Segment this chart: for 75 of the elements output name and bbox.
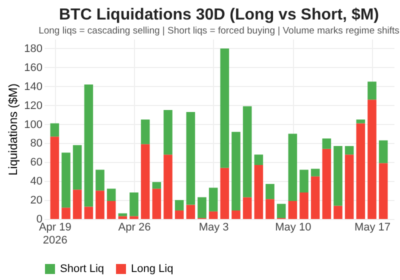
x-tick-label: May 17: [354, 222, 391, 234]
bar: [164, 110, 172, 155]
bar: [356, 120, 366, 124]
bar: [164, 154, 172, 219]
bar: [96, 190, 104, 219]
x-tick-label: May 3: [198, 222, 229, 234]
bar: [174, 200, 184, 210]
bar: [152, 188, 162, 219]
x-tick-label: Apr 26: [118, 222, 151, 234]
bar: [322, 138, 332, 149]
legend-label: Short Liq: [60, 263, 104, 275]
y-axis-title: Liquidations ($M): [6, 83, 20, 176]
bar: [106, 188, 116, 201]
bar: [140, 144, 150, 219]
bar: [96, 170, 104, 191]
y-tick-label: 20: [30, 194, 42, 207]
bar: [232, 210, 240, 219]
y-tick-label: 120: [24, 100, 42, 112]
bar: [72, 145, 82, 190]
bar: [140, 120, 150, 144]
bar: [300, 192, 308, 219]
bar: [254, 154, 264, 165]
bar: [378, 163, 388, 219]
y-tick-label: 40: [30, 176, 42, 188]
bar: [368, 100, 376, 219]
y-tick-label: 80: [30, 138, 42, 150]
bar: [220, 168, 230, 219]
bar: [300, 170, 308, 192]
bar: [208, 211, 218, 219]
x-tick-label: May 10: [275, 222, 312, 234]
bar: [84, 84, 94, 207]
bar: [62, 208, 70, 219]
bar: [198, 197, 206, 218]
bar: [310, 176, 320, 219]
bar: [344, 154, 354, 219]
bar: [174, 210, 184, 219]
y-tick-label: 60: [30, 156, 42, 169]
bar: [242, 106, 252, 198]
y-tick-label: 140: [24, 80, 42, 93]
bar: [50, 136, 60, 219]
bar: [72, 190, 82, 219]
bar: [242, 197, 252, 219]
y-tick-label: 100: [24, 118, 42, 131]
bar: [186, 204, 196, 219]
bar: [152, 182, 162, 189]
bar: [266, 199, 274, 219]
bar: [130, 192, 138, 216]
bar: [322, 148, 332, 219]
bar: [62, 152, 70, 208]
bar: [334, 146, 342, 206]
bar: [368, 82, 376, 100]
legend-label: Long Liq: [131, 263, 174, 275]
bar: [266, 184, 274, 200]
bar: [356, 123, 366, 219]
y-tick-label: 180: [24, 42, 42, 55]
bar: [84, 206, 94, 219]
bar: [334, 206, 342, 219]
bar: [288, 201, 298, 219]
bar: [276, 204, 286, 218]
bar: [208, 188, 218, 212]
bar: [254, 165, 264, 219]
y-tick-label: 160: [24, 62, 42, 74]
bar: [50, 123, 60, 137]
bar: [310, 168, 320, 176]
bar: [288, 134, 298, 201]
bar: [186, 112, 196, 205]
bar: [344, 146, 354, 155]
bar: [130, 216, 138, 219]
bar: [118, 216, 128, 219]
bar: [378, 140, 388, 164]
chart-title: BTC Liquidations 30D (Long vs Short, $M): [59, 6, 379, 24]
bar: [220, 48, 230, 168]
bar: [106, 201, 116, 219]
chart-subtitle: Long liqs = cascading selling | Short liqs = forced buying | Volume marks regime shifts: [38, 26, 400, 36]
bar: [232, 132, 240, 210]
